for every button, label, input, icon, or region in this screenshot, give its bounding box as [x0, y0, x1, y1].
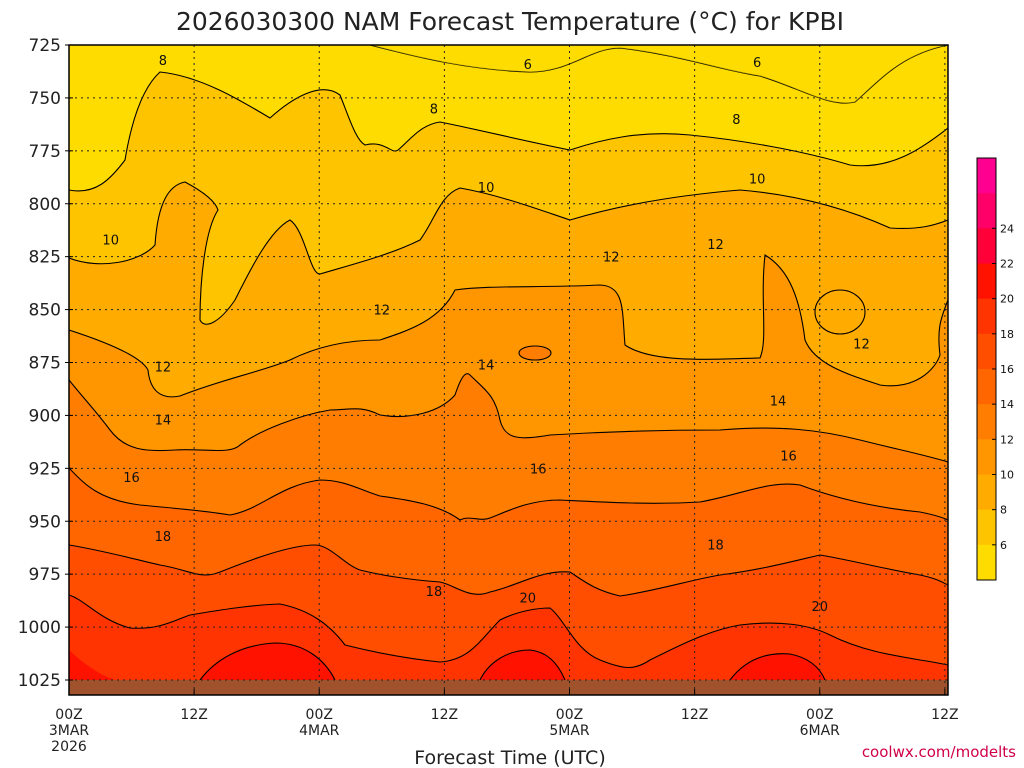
- band-22-24d: [69, 650, 115, 680]
- contour-label: 12: [603, 251, 620, 266]
- contour-label: 8: [732, 113, 740, 128]
- colorbar-swatch: [977, 228, 996, 264]
- x-tick-label: 3MAR: [49, 723, 90, 739]
- y-tick-label: 800: [29, 195, 61, 215]
- blob-12-upper: [815, 290, 865, 334]
- contour-label: 12: [853, 337, 870, 352]
- x-tick-label: 00Z: [806, 707, 833, 723]
- colorbar-label: 8: [1000, 504, 1007, 517]
- contour-label: 14: [478, 359, 495, 374]
- colorbar-swatch: [977, 404, 996, 440]
- x-tick-label: 12Z: [931, 707, 958, 723]
- colorbar-swatch: [977, 158, 996, 194]
- contour-label: 10: [478, 181, 495, 196]
- colorbar-swatch: [977, 333, 996, 370]
- contour-label: 10: [102, 234, 119, 249]
- x-tick-label: 4MAR: [299, 723, 340, 739]
- contour-label: 18: [426, 585, 443, 600]
- contour-label: 6: [524, 58, 532, 73]
- colorbar-swatch: [977, 369, 996, 405]
- plot-frame: [68, 44, 949, 696]
- y-tick-label: 750: [29, 89, 61, 109]
- y-tick-label: 825: [29, 248, 61, 268]
- colorbar-swatch: [977, 193, 996, 229]
- contour-label: 6: [753, 56, 761, 71]
- temperature-field: [69, 45, 948, 695]
- blob-12-mid: [519, 346, 551, 360]
- contour-label: 12: [155, 361, 172, 376]
- chart-title: 2026030300 NAM Forecast Temperature (°C)…: [176, 7, 844, 36]
- x-tick-label: 00Z: [306, 707, 333, 723]
- colorbar-label: 10: [1000, 469, 1014, 482]
- y-tick-label: 1025: [18, 671, 61, 691]
- x-tick-label: 12Z: [180, 707, 207, 723]
- colorbar-swatch: [977, 509, 996, 546]
- colorbar-label: 6: [1000, 539, 1007, 552]
- y-tick-label: 900: [29, 406, 61, 426]
- contour-label: 20: [520, 591, 537, 606]
- contour-label: 12: [707, 238, 724, 253]
- colorbar-label: 18: [1000, 328, 1014, 341]
- x-tick-label: 00Z: [55, 707, 82, 723]
- y-tick-label: 1000: [18, 618, 61, 638]
- y-axis: 725 750 775 800 825 850 875 900 925 950 975 1000 102…: [18, 36, 73, 691]
- y-tick-label: 975: [29, 565, 61, 585]
- contour-label: 20: [811, 600, 828, 615]
- colorbar-swatch: [977, 263, 996, 300]
- colorbar-swatch: [977, 298, 996, 335]
- y-tick-label: 925: [29, 459, 61, 479]
- x-tick-label: 6MAR: [800, 723, 841, 739]
- band-4-6-top: [370, 45, 948, 104]
- contour-label: 8: [159, 54, 167, 69]
- contour-label: 10: [749, 172, 766, 187]
- x-tick-label: 00Z: [556, 707, 583, 723]
- y-tick-label: 850: [29, 301, 61, 321]
- y-tick-label: 950: [29, 512, 61, 532]
- contour-label: 14: [155, 414, 172, 429]
- x-tick-label: 5MAR: [549, 723, 590, 739]
- colorbar-label: 12: [1000, 433, 1014, 446]
- colorbar-label: 16: [1000, 363, 1014, 376]
- contour-label: 16: [530, 462, 547, 477]
- y-tick-label: 725: [29, 36, 61, 56]
- credit-text[interactable]: coolwx.com/modelts: [862, 743, 1016, 761]
- contour-labels: 8 6 6 8 8 10 10 10 12 12 12 12 12 14 14 14 16 16 16 18 18 18 2…: [102, 54, 870, 615]
- colorbar-swatch: [977, 474, 996, 511]
- colorbar-label: 14: [1000, 398, 1014, 411]
- contour-label: 18: [707, 539, 724, 554]
- colorbar-label: 20: [1000, 293, 1014, 306]
- colorbar: 6 8 10 12 14 16 18 20 22 24: [976, 157, 1014, 581]
- x-tick-label: 12Z: [431, 707, 458, 723]
- x-axis-label: Forecast Time (UTC): [414, 747, 605, 768]
- contour-label: 16: [123, 471, 140, 486]
- ground-strip: [69, 680, 948, 695]
- x-tick-label: 2026: [51, 739, 87, 755]
- colorbar-label: 22: [1000, 258, 1014, 271]
- contour-label: 12: [374, 304, 391, 319]
- contour-label: 14: [770, 395, 787, 410]
- y-tick-label: 875: [29, 354, 61, 374]
- contour-label: 18: [155, 530, 172, 545]
- y-tick-label: 775: [29, 142, 61, 162]
- colorbar-swatch: [977, 439, 996, 475]
- colorbar-swatch: [977, 544, 996, 581]
- contour-label: 16: [780, 450, 797, 465]
- colorbar-label: 24: [1000, 222, 1014, 235]
- contour-label: 8: [430, 103, 438, 118]
- x-tick-label: 12Z: [681, 707, 708, 723]
